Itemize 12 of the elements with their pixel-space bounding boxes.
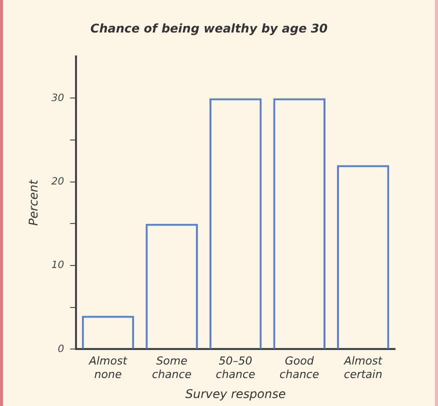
x-tick-label: Almost certain [343,354,383,381]
x-axis-title: Survey response [185,386,286,401]
y-tick-label: 30 [51,92,64,104]
y-tick-label: 20 [51,176,64,188]
chart-title: Chance of being wealthy by age 30 [90,21,328,36]
x-tick-label: Almost none [88,354,128,381]
x-tick-label: 50–50 chance [216,354,256,381]
x-tick-label: Good chance [280,354,320,381]
y-axis-title: Percent [26,178,40,226]
y-tick-label: 0 [58,344,64,355]
y-tick-label: 10 [51,260,64,272]
x-tick-label: Some chance [152,354,192,381]
